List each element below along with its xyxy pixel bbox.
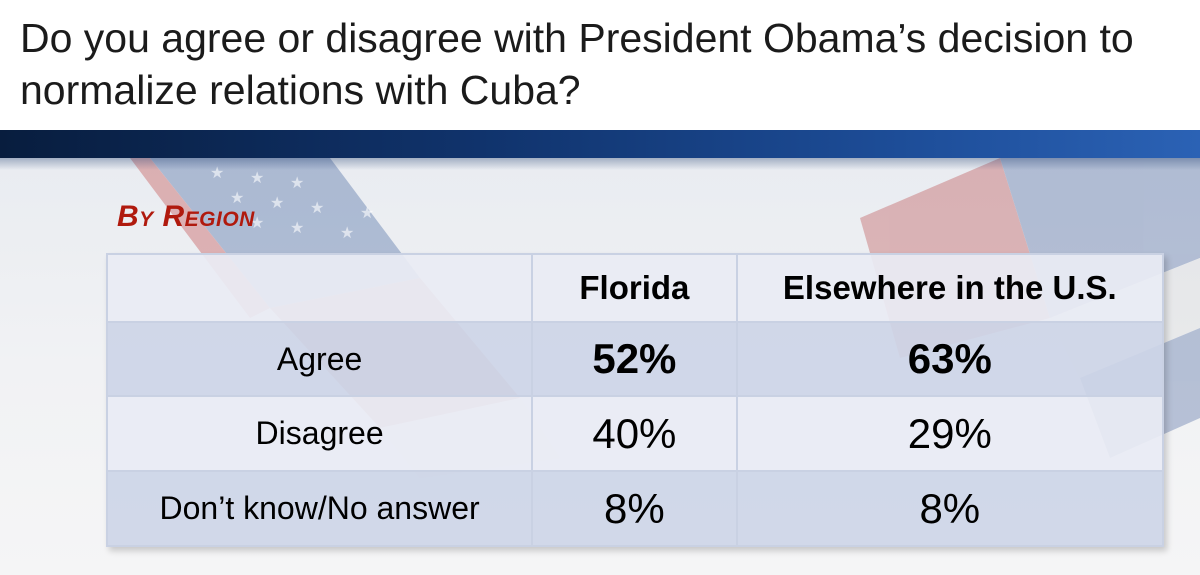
header-empty-cell [105,253,534,323]
star-icon: ★ [290,173,304,192]
header-band-shadow [0,158,1200,170]
table-row: Agree 52% 63% [105,320,1165,398]
table-row: Don’t know/No answer 8% 8% [105,470,1165,547]
florida-value: 8% [531,470,738,547]
header-florida: Florida [531,253,738,323]
elsewhere-value: 8% [735,470,1165,547]
star-icon: ★ [340,223,354,242]
table-row: Disagree 40% 29% [105,395,1165,473]
title-area: Do you agree or disagree with President … [0,0,1200,130]
section-subtitle: By Region [117,200,255,233]
elsewhere-value: 29% [735,395,1165,473]
star-icon: ★ [250,213,264,232]
slide-title: Do you agree or disagree with President … [20,15,1134,113]
row-label: Disagree [105,395,534,473]
star-icon: ★ [310,198,324,217]
star-icon: ★ [360,203,374,222]
florida-value: 52% [531,320,738,398]
star-icon: ★ [290,218,304,237]
header-elsewhere: Elsewhere in the U.S. [735,253,1165,323]
row-label: Agree [105,320,534,398]
star-icon: ★ [210,163,224,182]
row-label: Don’t know/No answer [105,470,534,547]
elsewhere-value: 63% [735,320,1165,398]
star-icon: ★ [230,188,244,207]
star-icon: ★ [270,193,284,212]
table-header-row: Florida Elsewhere in the U.S. [105,253,1165,323]
header-band [0,130,1200,158]
star-icon: ★ [250,168,264,187]
florida-value: 40% [531,395,738,473]
results-table: Florida Elsewhere in the U.S. Agree 52% … [105,253,1165,547]
